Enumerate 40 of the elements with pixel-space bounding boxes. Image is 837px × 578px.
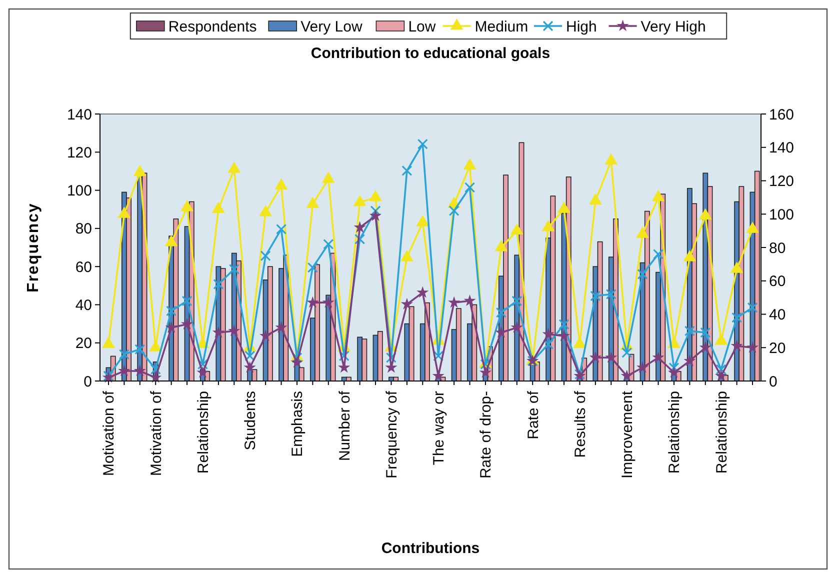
x-tick-label: Results of (572, 390, 589, 458)
y-tick-label: 140 (66, 106, 92, 124)
y-tick-label: 40 (75, 296, 92, 314)
y2-tick-label: 20 (769, 340, 786, 357)
x-tick-label: Emphasis (289, 391, 306, 457)
x-tick-label: Improvement (619, 390, 636, 479)
x-axis-title: Contributions (381, 540, 480, 557)
y2-tick-label: 100 (769, 206, 794, 224)
y2-tick-label: 160 (769, 106, 794, 124)
y2-tick-label: 0 (769, 373, 778, 390)
y2-tick-label: 80 (769, 240, 786, 257)
y2-tick-label: 40 (769, 306, 786, 324)
y-tick-label: 60 (75, 258, 92, 276)
legend-label: Respondents (168, 18, 257, 36)
legend-label: High (566, 18, 597, 36)
x-tick-label: Rate of drop- (478, 390, 495, 479)
y2-tick-label: 60 (769, 273, 786, 290)
y-tick-label: 20 (75, 335, 92, 352)
x-tick-label: Relationship (713, 391, 730, 474)
y-tick-label: 80 (75, 220, 92, 238)
x-tick-label: Relationship (194, 391, 212, 474)
y2-tick-label: 140 (769, 140, 794, 157)
legend-label: Medium (474, 18, 528, 36)
x-tick-label: Relationship (666, 391, 684, 474)
legend-label: Very Low (300, 18, 362, 36)
x-tick-label: Number of (336, 390, 354, 462)
x-tick-label: Rate of (524, 390, 542, 440)
x-tick-label: Frequency of (383, 390, 400, 479)
x-tick-label: Motivation of (148, 390, 165, 476)
x-tick-label: Motivation of (100, 390, 118, 476)
y-tick-label: 100 (66, 182, 92, 200)
x-tick-label: The way or (430, 391, 448, 466)
y-axis-title: Frequency (25, 202, 42, 292)
chart-title: Contribution to educational goals (310, 45, 550, 62)
y2-tick-label: 120 (769, 173, 794, 190)
legend-label: Low (408, 18, 436, 36)
legend-label: Very High (640, 18, 706, 36)
y-tick-label: 0 (84, 373, 92, 390)
x-tick-label: Students (242, 391, 260, 450)
y-tick-label: 120 (66, 144, 92, 162)
